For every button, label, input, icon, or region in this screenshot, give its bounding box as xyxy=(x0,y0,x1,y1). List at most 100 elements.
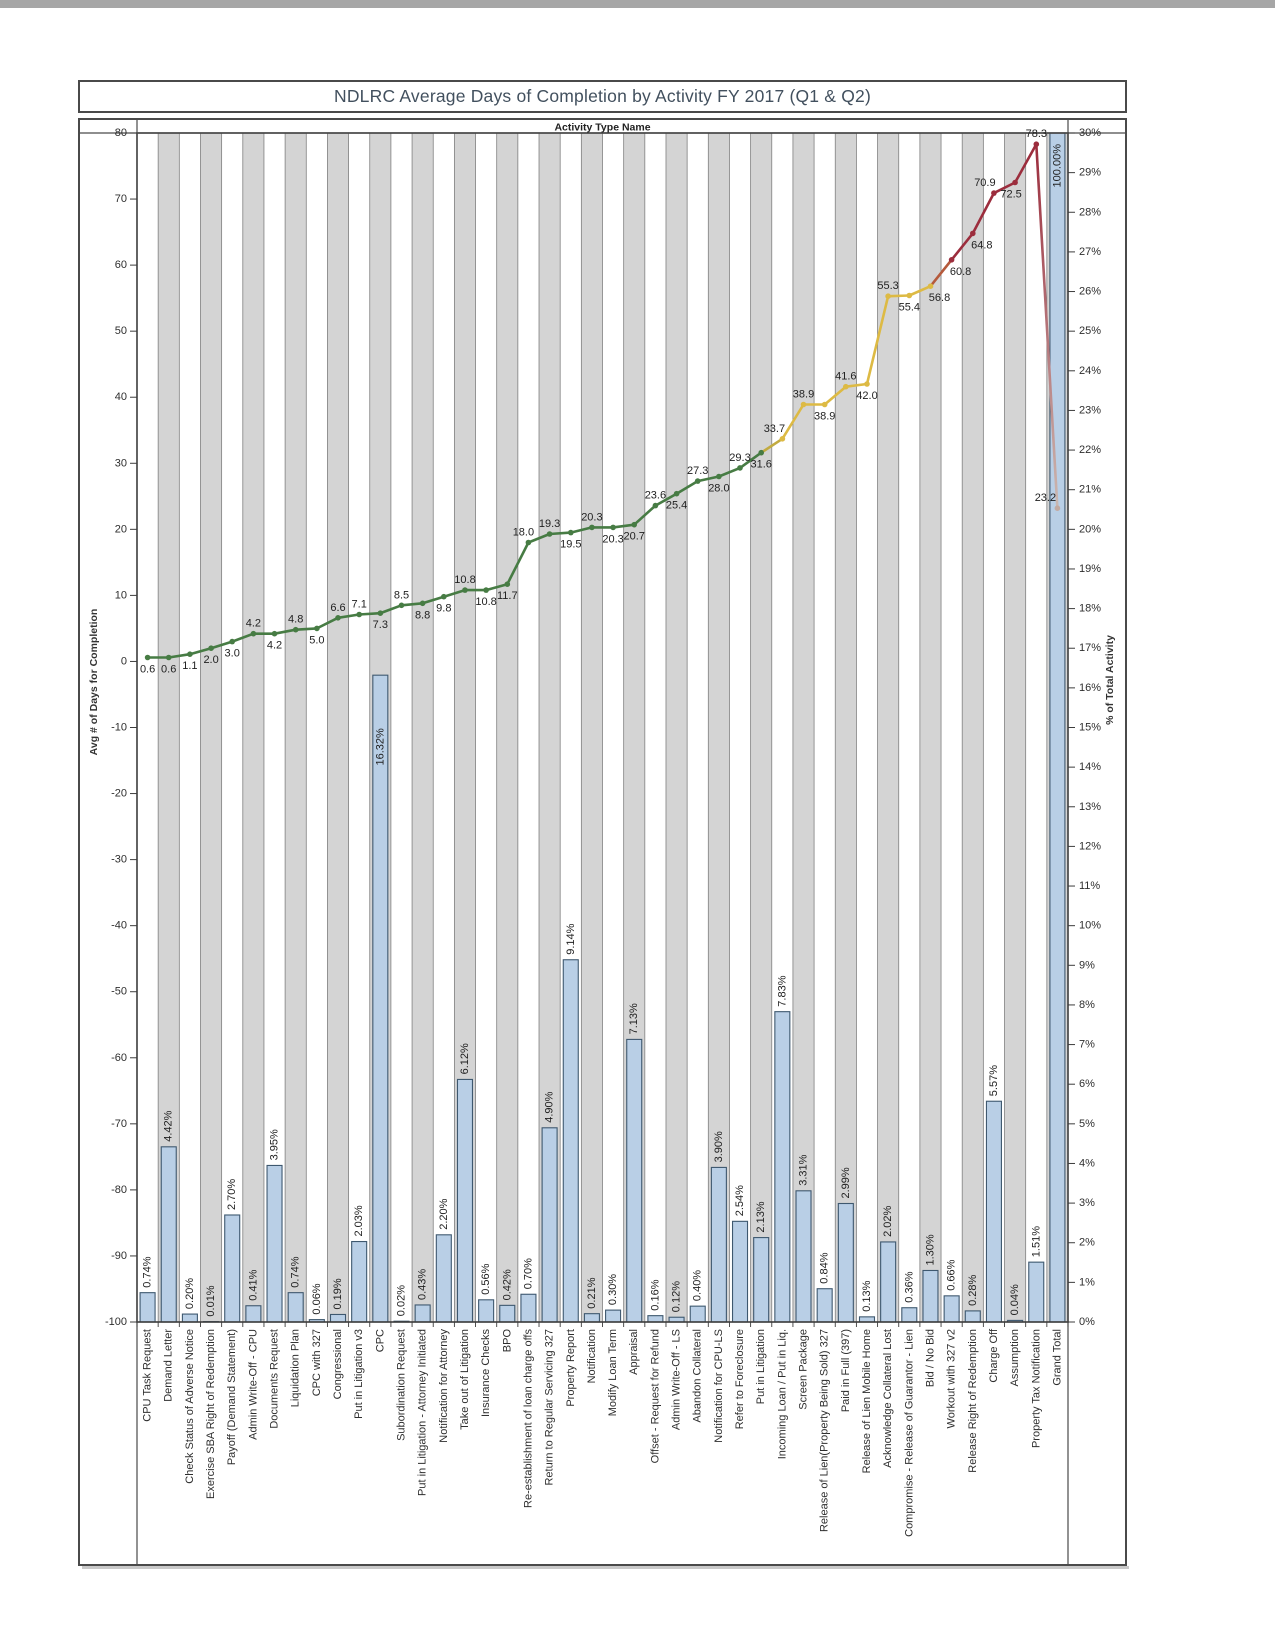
activity-bar[interactable] xyxy=(689,1305,706,1323)
activity-bar[interactable] xyxy=(583,1313,600,1323)
line-point[interactable] xyxy=(610,524,616,531)
activity-bar[interactable] xyxy=(456,1078,474,1323)
line-value-label: 60.8 xyxy=(950,266,971,278)
left-axis-tick-label: 70 xyxy=(115,193,127,205)
activity-bar[interactable] xyxy=(541,1127,558,1323)
line-point[interactable] xyxy=(864,381,870,387)
activity-bar[interactable] xyxy=(710,1166,727,1323)
activity-bar[interactable] xyxy=(1028,1261,1045,1323)
line-point[interactable] xyxy=(737,465,743,471)
activity-bar[interactable] xyxy=(224,1214,241,1323)
line-point[interactable] xyxy=(250,630,257,637)
activity-bar[interactable] xyxy=(985,1100,1002,1323)
activity-bar[interactable] xyxy=(795,1190,812,1323)
activity-bar[interactable] xyxy=(499,1304,516,1323)
activity-bar[interactable] xyxy=(774,1011,791,1323)
activity-bar[interactable] xyxy=(414,1304,431,1323)
activity-bar[interactable] xyxy=(731,1220,749,1323)
line-point[interactable] xyxy=(187,651,193,657)
x-axis-label: Compromise - Release of Guarantor - Lien xyxy=(903,1329,915,1537)
line-value-label: 19.5 xyxy=(560,539,581,551)
activity-bar[interactable] xyxy=(520,1293,537,1323)
bar-value-label: 0.28% xyxy=(967,1274,979,1305)
line-point[interactable] xyxy=(631,521,637,528)
line-point[interactable] xyxy=(483,587,489,593)
line-point[interactable] xyxy=(821,401,828,408)
line-point[interactable] xyxy=(271,630,278,637)
line-point[interactable] xyxy=(948,257,955,263)
line-point[interactable] xyxy=(144,654,151,661)
activity-bar[interactable] xyxy=(943,1295,960,1323)
line-point[interactable] xyxy=(970,230,976,237)
activity-bar[interactable] xyxy=(880,1241,897,1323)
line-point[interactable] xyxy=(165,654,172,661)
line-point[interactable] xyxy=(568,529,574,536)
activity-bar[interactable] xyxy=(562,959,579,1323)
activity-bar[interactable] xyxy=(478,1299,495,1323)
line-point[interactable] xyxy=(779,436,786,442)
right-axis-tick-label: 23% xyxy=(1079,404,1101,416)
right-axis-tick-label: 0% xyxy=(1079,1316,1095,1328)
line-point[interactable] xyxy=(843,383,849,390)
line-point[interactable] xyxy=(1012,179,1018,186)
line-value-label: 64.8 xyxy=(971,239,992,251)
activity-bar[interactable] xyxy=(647,1315,664,1323)
activity-bar[interactable] xyxy=(329,1313,347,1323)
line-point[interactable] xyxy=(398,602,405,609)
line-point[interactable] xyxy=(208,645,214,651)
line-point[interactable] xyxy=(694,478,701,484)
activity-bar[interactable] xyxy=(605,1309,622,1323)
x-axis-label: Workout with 327 v2 xyxy=(946,1329,958,1428)
grand-total-bar[interactable] xyxy=(1049,132,1066,1323)
x-axis-label: Documents Request xyxy=(269,1329,281,1429)
x-axis-label: Put in Litigation v3 xyxy=(353,1329,365,1419)
activity-bar[interactable] xyxy=(351,1240,368,1323)
activity-bar[interactable] xyxy=(964,1310,981,1323)
activity-bar[interactable] xyxy=(626,1038,643,1323)
line-value-label: 23.6 xyxy=(645,490,666,502)
line-point[interactable] xyxy=(652,502,659,509)
line-point[interactable] xyxy=(906,292,913,299)
activity-bar[interactable] xyxy=(901,1307,918,1323)
line-point[interactable] xyxy=(229,638,235,645)
x-axis-label: Paid in Full (397) xyxy=(840,1329,852,1412)
line-point[interactable] xyxy=(758,449,764,456)
activity-bar[interactable] xyxy=(816,1288,833,1323)
activity-bar[interactable] xyxy=(139,1292,156,1323)
line-point[interactable] xyxy=(377,610,384,616)
activity-bar[interactable] xyxy=(181,1313,198,1323)
line-point[interactable] xyxy=(335,615,341,621)
line-point[interactable] xyxy=(991,190,997,196)
line-point[interactable] xyxy=(314,625,320,632)
activity-bar[interactable] xyxy=(837,1202,854,1323)
line-point[interactable] xyxy=(716,473,722,480)
line-point[interactable] xyxy=(504,581,511,587)
line-point[interactable] xyxy=(356,611,363,618)
activity-bar[interactable] xyxy=(753,1237,770,1323)
line-point[interactable] xyxy=(589,524,595,531)
line-point[interactable] xyxy=(885,293,891,299)
x-axis-label: Re-establishment of loan charge offs xyxy=(522,1329,534,1508)
line-point[interactable] xyxy=(1033,141,1040,147)
line-point[interactable] xyxy=(546,531,553,537)
line-point[interactable] xyxy=(673,490,680,497)
line-point[interactable] xyxy=(800,401,807,408)
activity-bar[interactable] xyxy=(245,1305,262,1323)
line-point[interactable] xyxy=(419,600,426,607)
activity-bar[interactable] xyxy=(160,1146,177,1323)
line-point[interactable] xyxy=(1054,505,1061,512)
activity-bar[interactable] xyxy=(266,1164,283,1323)
line-point[interactable] xyxy=(525,539,532,546)
line-point[interactable] xyxy=(927,283,934,289)
activity-bar[interactable] xyxy=(372,674,389,1323)
line-point[interactable] xyxy=(292,626,299,633)
line-segment xyxy=(188,646,213,656)
bar-value-label: 6.12% xyxy=(459,1043,471,1074)
left-axis-tick-label: 60 xyxy=(115,259,127,271)
activity-bar[interactable] xyxy=(435,1234,452,1323)
line-point[interactable] xyxy=(462,587,468,593)
activity-bar[interactable] xyxy=(287,1292,304,1323)
line-point[interactable] xyxy=(441,593,447,600)
activity-bar[interactable] xyxy=(922,1269,939,1323)
